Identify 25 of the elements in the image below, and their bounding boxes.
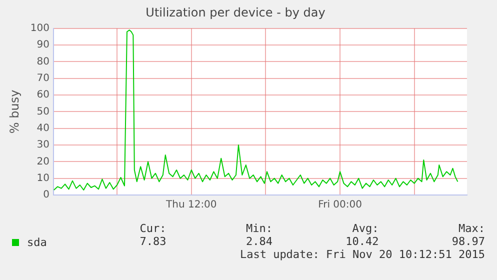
y-tick-label: 30 [36,140,50,151]
text: Min: [245,222,272,235]
text: 10.42 [346,235,379,248]
y-tick-label: 50 [36,106,50,118]
legend-label: sda [27,236,47,249]
text: 98.97 [450,235,485,248]
y-axis-title: % busy [7,90,22,134]
text: Cur: [138,222,166,235]
y-tick-label: 20 [36,156,50,168]
y-tick-label: 100 [30,22,50,34]
x-tick-label: Fri 00:00 [318,200,362,211]
y-tick-label: 70 [36,72,50,84]
text: Last update: Fri Nov 20 10:12:51 2015 [238,248,485,261]
y-tick-label: 0 [43,190,50,201]
y-tick-label: 80 [36,56,50,68]
y-tick-label: 40 [36,122,50,134]
x-tick-label: Thu 12:00 [165,200,217,211]
y-tick-label: 90 [36,40,50,51]
text: Avg: [351,222,379,235]
text: 2.84 [245,235,272,248]
text: 7.83 [138,235,166,248]
y-tick-label: 60 [36,90,50,101]
text: Max: [458,222,485,235]
y-tick-label: 10 [36,172,50,184]
chart-title: Utilization per device - by day [146,5,326,20]
